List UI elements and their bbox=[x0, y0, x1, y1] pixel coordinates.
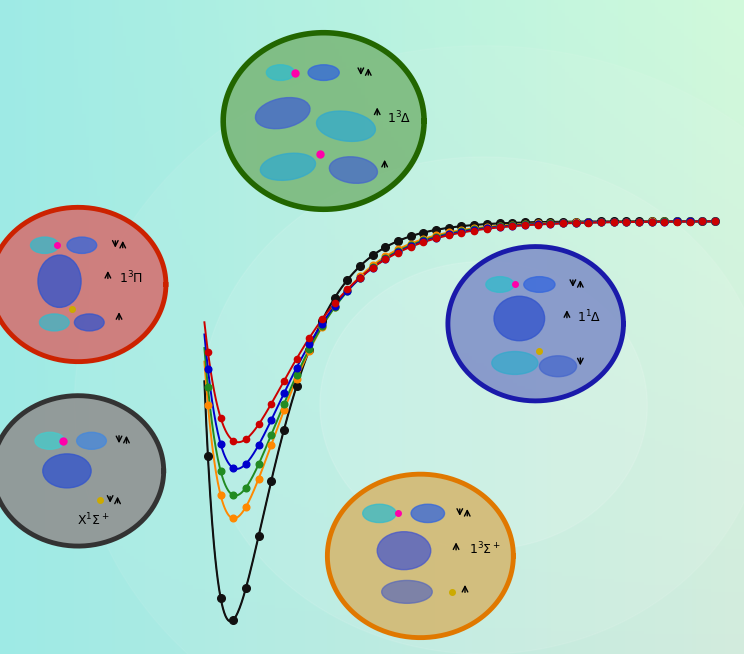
Polygon shape bbox=[327, 474, 513, 638]
Ellipse shape bbox=[411, 504, 445, 523]
Ellipse shape bbox=[38, 255, 81, 307]
Ellipse shape bbox=[316, 111, 376, 141]
Text: $1^3\Sigma^+$: $1^3\Sigma^+$ bbox=[469, 541, 501, 558]
Polygon shape bbox=[201, 157, 744, 654]
Ellipse shape bbox=[31, 237, 59, 254]
Ellipse shape bbox=[43, 454, 91, 488]
Text: $1^3\Pi$: $1^3\Pi$ bbox=[119, 269, 143, 286]
Text: X$^1\Sigma^+$: X$^1\Sigma^+$ bbox=[77, 511, 109, 528]
Ellipse shape bbox=[486, 277, 514, 292]
Ellipse shape bbox=[39, 314, 69, 331]
Ellipse shape bbox=[494, 296, 545, 341]
Ellipse shape bbox=[308, 65, 339, 80]
Polygon shape bbox=[0, 396, 164, 546]
Ellipse shape bbox=[35, 432, 65, 449]
Ellipse shape bbox=[382, 581, 432, 603]
Text: $1^3\Delta$: $1^3\Delta$ bbox=[387, 109, 411, 126]
Ellipse shape bbox=[492, 352, 538, 374]
Text: $1^1\Delta$: $1^1\Delta$ bbox=[577, 309, 601, 326]
Ellipse shape bbox=[266, 65, 295, 80]
Ellipse shape bbox=[77, 432, 106, 449]
Ellipse shape bbox=[255, 97, 310, 129]
Ellipse shape bbox=[74, 314, 104, 331]
Polygon shape bbox=[0, 207, 166, 362]
Ellipse shape bbox=[330, 157, 377, 183]
Ellipse shape bbox=[539, 356, 577, 377]
Ellipse shape bbox=[67, 237, 97, 254]
Ellipse shape bbox=[362, 504, 396, 523]
Polygon shape bbox=[448, 247, 623, 401]
Ellipse shape bbox=[524, 277, 555, 292]
Ellipse shape bbox=[377, 532, 431, 570]
Polygon shape bbox=[74, 46, 744, 654]
Ellipse shape bbox=[260, 153, 315, 181]
Polygon shape bbox=[223, 33, 424, 209]
Polygon shape bbox=[320, 262, 647, 549]
